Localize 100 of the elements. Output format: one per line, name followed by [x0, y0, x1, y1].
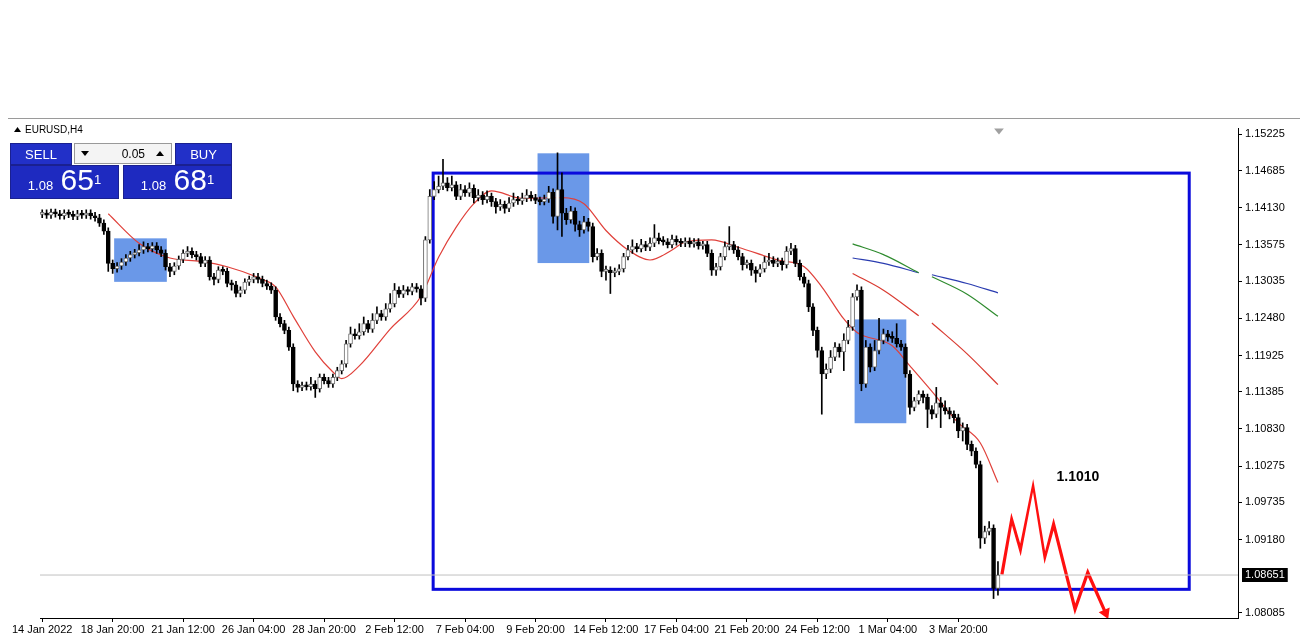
line-series — [107, 190, 999, 484]
x-tick-label: 14 Feb 12:00 — [573, 622, 639, 635]
candlestick — [392, 283, 397, 308]
y-tick-label: 1.13035 — [1245, 274, 1285, 287]
candlestick — [511, 192, 516, 207]
candlestick — [229, 279, 234, 291]
candlestick — [740, 252, 745, 271]
chart-title: EURUSD,H4 — [25, 124, 83, 135]
x-tick-label: 17 Feb 04:00 — [644, 622, 709, 635]
candlestick — [621, 252, 626, 273]
candlestick — [110, 259, 115, 274]
candlestick — [762, 256, 767, 273]
y-tick-label: 1.11925 — [1245, 348, 1284, 361]
candlestick — [251, 273, 256, 284]
y-tick-label: 1.09735 — [1245, 495, 1285, 508]
y-tick-label: 1.10830 — [1245, 421, 1285, 434]
candlestick — [533, 193, 538, 205]
candlestick — [881, 328, 886, 345]
candlestick — [216, 266, 221, 284]
y-tick-label: 1.09180 — [1245, 532, 1285, 545]
y-tick-label: 1.14130 — [1245, 200, 1285, 213]
candlestick — [978, 460, 983, 549]
candlestick — [947, 407, 952, 420]
candlestick — [925, 393, 930, 428]
x-tick-label: 2 Feb 12:00 — [365, 622, 424, 635]
candlestick — [630, 239, 635, 254]
y-tick-label: 1.10275 — [1245, 459, 1285, 472]
candlestick — [577, 220, 582, 237]
y-tick-label: 1.08085 — [1245, 606, 1285, 618]
candlestick — [423, 236, 428, 302]
candlestick — [172, 262, 177, 276]
x-tick-label: 9 Feb 20:00 — [506, 622, 565, 635]
candlestick — [859, 286, 864, 392]
candlestick — [837, 343, 842, 358]
x-tick-label: 1 Mar 04:00 — [858, 622, 918, 635]
candlestick — [260, 275, 265, 288]
candlestick — [348, 326, 353, 348]
annotation: 1.1010 — [1056, 467, 1100, 484]
x-tick-label: 21 Feb 20:00 — [714, 622, 780, 635]
candlestick — [163, 249, 168, 271]
candlestick — [66, 209, 71, 219]
candlestick — [828, 350, 833, 373]
candlestick — [414, 283, 419, 293]
y-tick-label: 1.13575 — [1245, 237, 1285, 250]
candlestick — [467, 182, 472, 197]
y-tick-label: 1.12480 — [1245, 311, 1285, 324]
candlestick — [282, 320, 287, 335]
candlestick — [75, 210, 80, 221]
candlestick — [194, 250, 199, 261]
candlestick — [991, 524, 996, 599]
buy-button: BUY — [175, 143, 232, 165]
annotation: 1.08 65$^{1}$ — [27, 163, 102, 196]
candlestick — [312, 380, 318, 398]
candlestick — [850, 293, 855, 331]
x-tick-label: 24 Feb 12:00 — [784, 622, 850, 635]
sell-button: SELL — [10, 143, 72, 165]
y-tick-label: 1.15225 — [1245, 127, 1285, 140]
y-tick-label: 1.11385 — [1245, 384, 1284, 397]
candlestick — [326, 376, 331, 388]
candlestick — [652, 224, 657, 247]
candlestick — [793, 244, 798, 268]
x-tick-label: 3 Mar 20:00 — [928, 622, 988, 635]
candlestick — [207, 256, 212, 281]
candlestick — [238, 286, 243, 298]
candlestick — [489, 192, 494, 207]
candlestick — [709, 249, 714, 276]
candlestick — [643, 240, 648, 251]
annotation: 0.05 — [121, 147, 145, 161]
candlestick — [436, 175, 441, 194]
candlestick — [960, 422, 966, 442]
y-tick-label: 1.14685 — [1245, 163, 1285, 176]
candlestick — [502, 200, 507, 214]
candlestick — [379, 309, 384, 321]
candlestick — [903, 343, 908, 378]
x-tick-label: 18 Jan 20:00 — [80, 622, 145, 635]
candlestick — [141, 241, 146, 254]
candlestick — [401, 285, 406, 298]
candlestick — [872, 340, 877, 371]
ref-line-label: 1.08651 — [1245, 568, 1285, 581]
candlestick — [370, 313, 375, 333]
candlestick — [480, 191, 485, 205]
annotation: 1.08 68$^{1}$ — [140, 163, 215, 196]
candlestick — [718, 252, 723, 271]
x-tick-label: 7 Feb 04:00 — [435, 622, 495, 635]
candlestick — [458, 183, 463, 200]
candlestick — [555, 152, 560, 231]
candlestick — [815, 326, 820, 358]
candlestick — [185, 246, 190, 257]
candlestick — [445, 177, 450, 192]
number-field: 0.05 — [74, 143, 172, 164]
candlestick — [938, 397, 944, 428]
candlestick — [273, 286, 278, 321]
candlestick — [53, 208, 58, 218]
candlestick — [969, 440, 974, 457]
candlestick — [304, 381, 309, 391]
x-tick-label: 26 Jan 04:00 — [221, 622, 286, 635]
candlestick — [295, 380, 300, 393]
candlestick — [806, 279, 811, 312]
candlestick — [97, 214, 102, 227]
candlestick — [771, 256, 776, 268]
